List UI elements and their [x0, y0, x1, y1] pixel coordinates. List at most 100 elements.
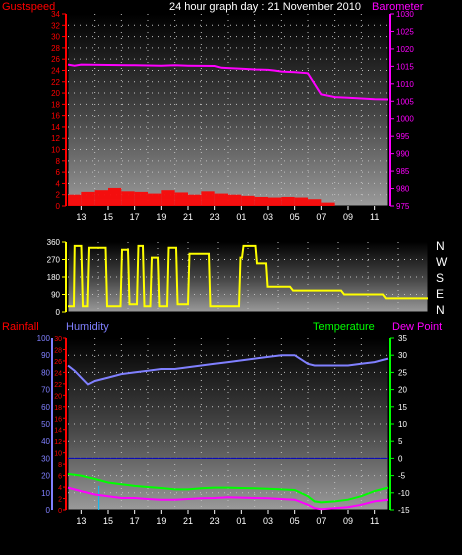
gust-axis-tick-label: 12 [51, 134, 60, 143]
time-tick-label: 13 [76, 212, 86, 222]
barometer-axis: 975 980 985 990 995 1000 1005 1010 1015 1020 1025 1… [389, 10, 414, 211]
rainfall-axis-tick-label: 6 [58, 474, 62, 481]
barometer-axis-tick-label: 985 [396, 167, 410, 176]
rainfall-axis-tick-label: 0 [58, 508, 62, 515]
gust-axis-tick-label: 4 [56, 179, 61, 188]
gust-bar [241, 195, 255, 206]
barometer-axis-tick-label: 990 [396, 150, 410, 159]
temperature-series-line [67, 472, 389, 504]
temperature-axis-tick-label: 25 [398, 368, 407, 377]
compass-letters: N W S E N [436, 239, 448, 317]
gust-baro-grid [68, 14, 388, 206]
temperature-axis-tick-label: 35 [398, 334, 407, 343]
gust-series [68, 187, 335, 206]
gust-axis-tick-label: 34 [51, 10, 60, 19]
barometer-axis-tick-label: 1010 [396, 80, 414, 89]
humidity-axis-tick-label: 70 [41, 386, 50, 395]
barometer-series-line [67, 63, 389, 101]
rainfall-axis-tick-label: 16 [54, 416, 62, 423]
rainfall-axis-tick-label: 20 [54, 393, 62, 400]
rainfall-axis-tick-label: 8 [58, 462, 62, 469]
barometer-axis-title: Barometer [372, 1, 424, 13]
time-tick-label: 01 [236, 516, 246, 526]
gust-axis-tick-label: 16 [51, 112, 60, 121]
humidity-axis-tick-label: 80 [41, 368, 50, 377]
gust-bar [148, 193, 162, 206]
temperature-axis-tick-label: 5 [398, 437, 403, 446]
rainfall-axis-tick-label: 10 [54, 451, 62, 458]
rainfall-axis-tick-label: 2 [58, 497, 62, 504]
temperature-axis-title: Temperature [313, 321, 375, 333]
time-tick-label: 15 [103, 516, 113, 526]
time-tick-label: 23 [210, 516, 220, 526]
compass-letter-e: E [436, 287, 444, 301]
humidity-series-line [67, 354, 389, 386]
humidity-axis-tick-label: 30 [41, 454, 50, 463]
time-tick-label: 19 [156, 212, 166, 222]
time-tick-label: 09 [343, 516, 353, 526]
barometer-axis-tick-label: 975 [396, 202, 410, 211]
time-tick-label: 17 [130, 212, 140, 222]
time-tick-label: 07 [316, 212, 326, 222]
time-tick-label: 17 [130, 516, 140, 526]
gust-bar [294, 197, 308, 206]
gust-bar [161, 190, 175, 206]
time-tick-label: 03 [263, 516, 273, 526]
humidity-axis-tick-label: 100 [37, 334, 51, 343]
time-tick-label: 23 [210, 212, 220, 222]
time-tick-label: 01 [236, 212, 246, 222]
compass-letter-s: S [436, 271, 444, 285]
barometer-axis-tick-label: 1020 [396, 45, 414, 54]
gust-axis-tick-label: 28 [51, 44, 60, 53]
rainfall-axis-tick-label: 22 [54, 382, 62, 389]
temperature-axis-tick-label: 20 [398, 386, 407, 395]
wind-direction-series-line [68, 244, 428, 308]
temperature-axis-tick-label: 10 [398, 420, 407, 429]
gust-bar [108, 187, 122, 206]
wind-direction-axis-tick-label: 180 [47, 273, 61, 282]
gustspeed-axis-title: Gustspeed [2, 1, 55, 13]
barometer-axis-tick-label: 1015 [396, 62, 414, 71]
rainfall-axis-tick-label: 12 [54, 439, 62, 446]
gust-bar [214, 193, 228, 206]
temperature-axis: -15 -10 -5 0 5 10 15 20 25 30 35 [389, 334, 410, 515]
page-title: 24 hour graph day : 21 November 2010 [169, 1, 361, 13]
wind-direction-axis-tick-label: 360 [47, 238, 61, 247]
time-tick-label: 05 [290, 516, 300, 526]
temperature-axis-tick-label: -10 [398, 489, 410, 498]
temperature-axis-tick-label: -5 [398, 472, 406, 481]
gust-baro-time-axis: 13 15 17 19 21 23 01 03 05 07 09 11 [76, 206, 379, 222]
dewpoint-series-line [67, 486, 389, 511]
time-tick-label: 21 [183, 212, 193, 222]
temperature-axis-tick-label: -15 [398, 506, 410, 515]
humidity-axis-tick-label: 50 [41, 420, 50, 429]
time-tick-label: 15 [103, 212, 113, 222]
gust-axis-tick-label: 22 [51, 78, 60, 87]
rainfall-axis-tick-label: 24 [54, 370, 62, 377]
barometer-axis-tick-label: 980 [396, 185, 410, 194]
humidity-temp-time-axis: 13 15 17 19 21 23 01 03 05 07 09 11 [76, 510, 379, 526]
gust-axis-tick-label: 20 [51, 89, 60, 98]
gust-bar [308, 199, 322, 206]
gust-axis-tick-label: 30 [51, 33, 60, 42]
gust-bar [321, 202, 335, 206]
time-tick-label: 21 [183, 516, 193, 526]
gust-axis-tick-label: 2 [56, 191, 61, 200]
rainfall-axis-tick-label: 30 [54, 336, 62, 343]
time-tick-label: 07 [316, 516, 326, 526]
barometer-axis-tick-label: 1005 [396, 97, 414, 106]
barometer-axis-tick-label: 1025 [396, 27, 414, 36]
time-tick-label: 13 [76, 516, 86, 526]
gust-axis-tick-label: 0 [56, 202, 61, 211]
barometer-axis-tick-label: 1000 [396, 115, 414, 124]
rainfall-axis-tick-label: 26 [54, 359, 62, 366]
gust-bar [228, 194, 242, 206]
humidity-axis-tick-label: 90 [41, 351, 50, 360]
humidity-temp-plot-area [67, 337, 389, 511]
gust-bar [94, 190, 108, 206]
gust-axis-tick-label: 26 [51, 55, 60, 64]
humidity-axis-tick-label: 10 [41, 489, 50, 498]
